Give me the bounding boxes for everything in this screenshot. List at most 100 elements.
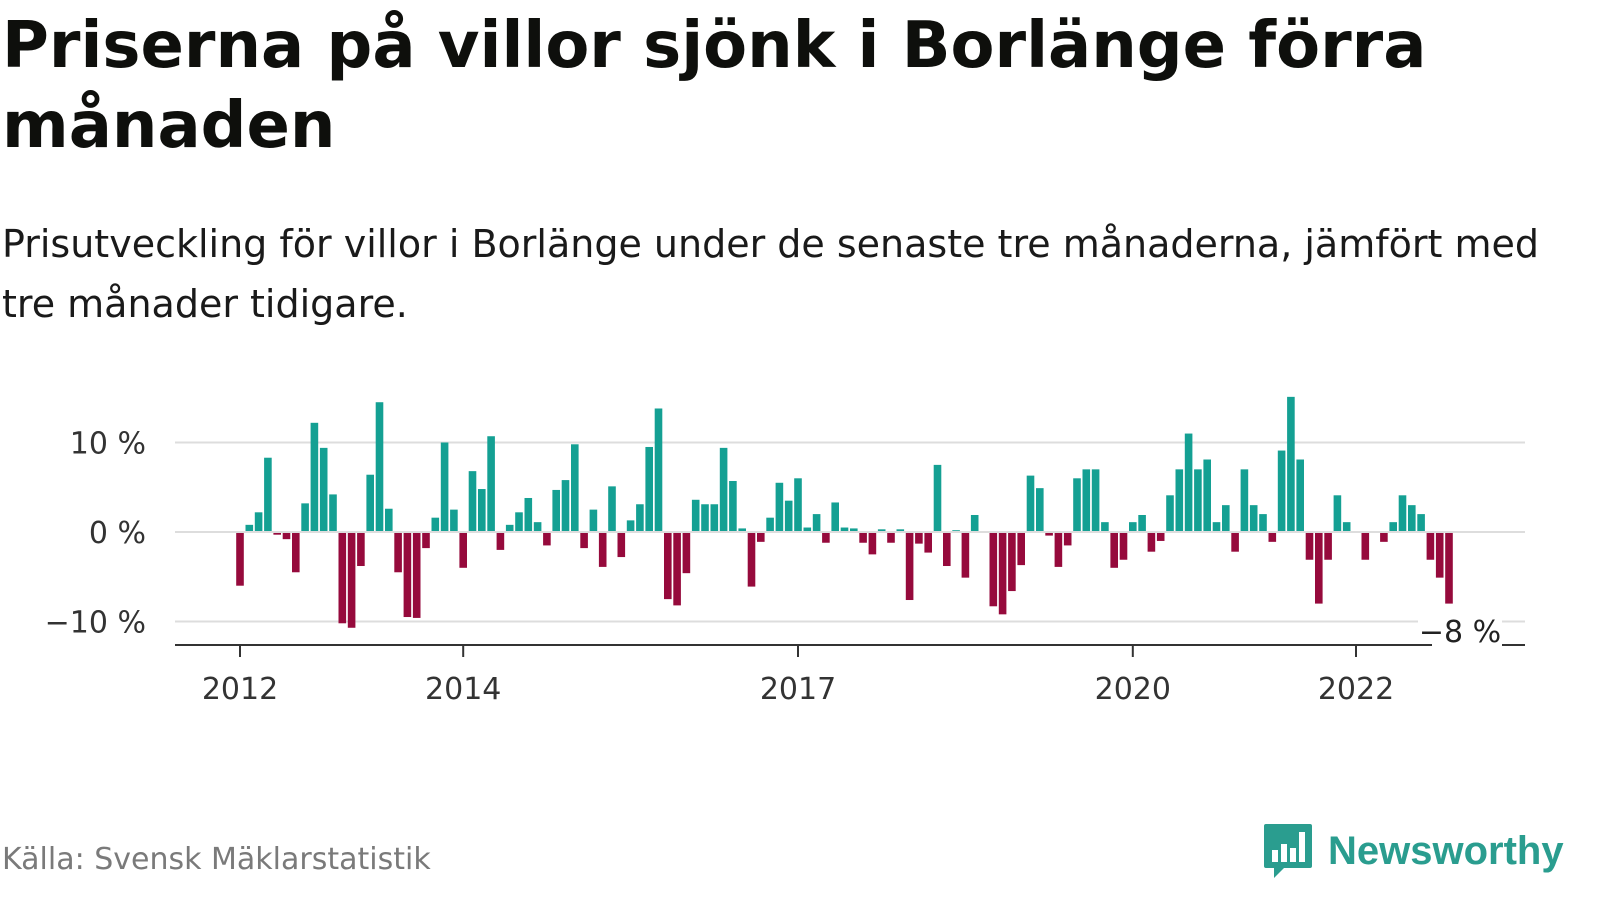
bar (1082, 469, 1091, 532)
bar (775, 482, 784, 532)
bar (385, 508, 393, 532)
bar (478, 489, 486, 532)
bar (784, 500, 793, 532)
bar (924, 532, 932, 553)
bar (459, 532, 467, 568)
bar (310, 422, 319, 532)
bar (505, 524, 514, 532)
bar (636, 504, 644, 532)
bar (1147, 532, 1156, 552)
last-value-label: −8 % (1419, 615, 1501, 650)
bar (1138, 514, 1146, 532)
bar (292, 532, 300, 573)
bar (822, 532, 830, 543)
bar (1026, 475, 1035, 532)
bar (245, 524, 254, 532)
bar (1287, 396, 1295, 532)
bar (366, 474, 374, 532)
bar (338, 532, 347, 624)
bar (812, 514, 821, 532)
bar (710, 504, 719, 532)
x-tick-label: 2014 (425, 672, 501, 707)
bar (1222, 505, 1230, 532)
bar (403, 532, 412, 618)
bar (747, 532, 756, 587)
bar (1277, 450, 1286, 532)
bar (1342, 522, 1351, 532)
bar (1036, 488, 1044, 532)
bar (1249, 505, 1258, 532)
bar (1017, 532, 1025, 566)
bar (1008, 532, 1016, 592)
bar (1166, 495, 1174, 532)
bar (682, 532, 691, 574)
bar (487, 436, 495, 532)
bar (347, 532, 356, 628)
bar (1324, 532, 1332, 560)
bar (905, 532, 914, 601)
bar (1194, 469, 1202, 532)
bar (1361, 532, 1370, 560)
bar (1175, 469, 1184, 532)
bar (533, 522, 542, 532)
bar (1380, 532, 1388, 542)
bar (840, 527, 849, 532)
bar (1231, 532, 1239, 552)
bar (1184, 433, 1193, 532)
bar (598, 532, 607, 567)
bar (543, 532, 551, 546)
bar (654, 408, 663, 532)
bar (450, 509, 458, 532)
bar (1445, 532, 1453, 604)
brand-name: Newsworthy (1328, 828, 1564, 873)
bar (468, 471, 477, 532)
bar (645, 446, 653, 532)
bar (803, 527, 812, 532)
bar (1240, 469, 1249, 532)
bar (1203, 459, 1211, 532)
bar (1110, 532, 1118, 568)
bar (1054, 532, 1063, 567)
bar (1305, 532, 1314, 560)
bar (282, 532, 291, 540)
bar (933, 464, 942, 532)
x-tick-label: 2017 (760, 672, 836, 707)
bar-chart-logo-icon (1264, 824, 1312, 878)
bar (1156, 532, 1165, 541)
bar (608, 486, 616, 532)
bar (431, 517, 440, 532)
bar (329, 494, 337, 532)
bar-chart: 10 % 0 % −10 % 2012 2014 2017 2020 2022 −8 % (45, 396, 1525, 707)
bar (412, 532, 421, 618)
bar (515, 512, 523, 532)
chart-subtitle: Prisutveckling för villor i Borlänge und… (2, 222, 1539, 326)
bar (273, 532, 281, 535)
bar (1073, 478, 1081, 532)
bar (1259, 514, 1267, 532)
bar (375, 402, 384, 532)
bar (357, 532, 365, 567)
bar (617, 532, 626, 558)
bar (589, 509, 598, 532)
bar (422, 532, 430, 549)
bar (1389, 522, 1397, 532)
bar (877, 529, 886, 532)
bar (561, 480, 570, 532)
bar (1212, 522, 1221, 532)
bar (701, 504, 709, 532)
bar (989, 532, 998, 607)
bar (552, 489, 560, 532)
y-tick-label: 0 % (89, 516, 146, 551)
bar (1296, 459, 1304, 532)
bar (915, 532, 923, 544)
bar (719, 447, 728, 532)
bar (887, 532, 895, 543)
bar (943, 532, 951, 567)
x-tick-label: 2012 (202, 672, 278, 707)
bar (794, 478, 802, 532)
bar (1426, 532, 1435, 560)
bar (664, 532, 672, 600)
bar (1119, 532, 1128, 560)
bar (1091, 469, 1100, 532)
last-value-label-bg (1418, 614, 1502, 648)
